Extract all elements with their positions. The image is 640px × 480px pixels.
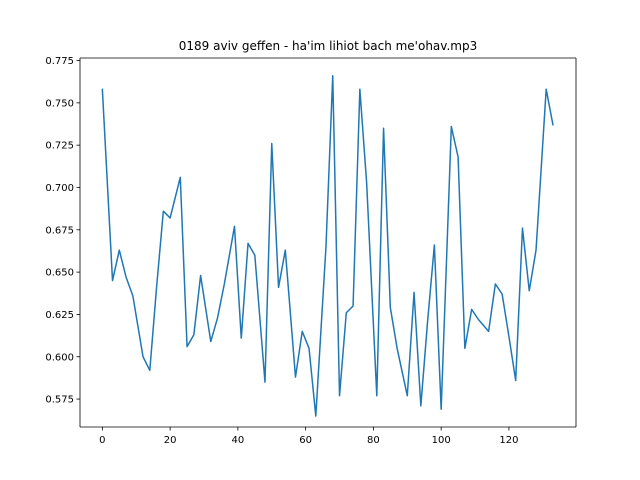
data-point [156, 286, 158, 288]
y-tick-label: 0.650 [45, 268, 74, 279]
data-point [508, 336, 510, 338]
data-point [501, 293, 503, 295]
data-point [494, 283, 496, 285]
data-point [223, 283, 225, 285]
data-point [118, 249, 120, 251]
data-point [352, 305, 354, 307]
data-point [247, 242, 249, 244]
x-tick-label: 0 [99, 435, 105, 446]
x-tick-label: 120 [499, 435, 518, 446]
data-point [112, 280, 114, 282]
data-point [264, 381, 266, 383]
x-axis: 0 20 40 60 80 100 120 [99, 427, 518, 446]
data-point [315, 415, 317, 417]
y-tick-label: 0.600 [45, 352, 74, 363]
y-tick-label: 0.575 [45, 395, 74, 406]
data-point [515, 380, 517, 382]
data-point [440, 408, 442, 410]
chart-title: 0189 aviv geffen - ha'im lihiot bach me'… [179, 39, 477, 53]
data-point [389, 307, 391, 309]
data-point [420, 405, 422, 407]
data-point [125, 276, 127, 278]
data-point [535, 249, 537, 251]
data-point [450, 126, 452, 128]
data-point [301, 330, 303, 332]
data-point [193, 334, 195, 336]
data-point [457, 156, 459, 158]
data-point [162, 210, 164, 212]
y-tick-label: 0.625 [45, 310, 74, 321]
x-tick-label: 40 [232, 435, 245, 446]
x-tick-label: 80 [367, 435, 380, 446]
data-point [132, 295, 134, 297]
data-point [240, 337, 242, 339]
data-point [488, 330, 490, 332]
data-point [101, 88, 103, 90]
data-point [406, 395, 408, 397]
axes-frame [79, 57, 577, 428]
data-point [433, 244, 435, 246]
data-point [427, 320, 429, 322]
data-point [339, 395, 341, 397]
data-point [345, 312, 347, 314]
series-layer [101, 75, 554, 417]
data-point [186, 346, 188, 348]
data-point [366, 182, 368, 184]
y-tick-label: 0.750 [45, 98, 74, 109]
x-tick-label: 20 [164, 435, 177, 446]
data-point [254, 254, 256, 256]
data-point [284, 249, 286, 251]
y-tick-label: 0.675 [45, 225, 74, 236]
data-point [271, 143, 273, 145]
x-tick-label: 60 [299, 435, 312, 446]
data-point [464, 347, 466, 349]
data-point [376, 395, 378, 397]
data-point [522, 227, 524, 229]
data-point [179, 176, 181, 178]
data-point [217, 317, 219, 319]
data-point [295, 376, 297, 378]
data-point [149, 369, 151, 371]
data-point [200, 275, 202, 277]
data-point [528, 290, 530, 292]
y-tick-label: 0.725 [45, 141, 74, 152]
data-point [210, 341, 212, 343]
y-tick-label: 0.700 [45, 183, 74, 194]
series-line [101, 75, 554, 417]
data-point [552, 124, 554, 126]
data-point [332, 75, 334, 77]
data-point [278, 286, 280, 288]
y-tick-label: 0.775 [45, 56, 74, 67]
x-tick-label: 100 [432, 435, 451, 446]
data-point [325, 246, 327, 248]
data-point [359, 88, 361, 90]
data-point [471, 308, 473, 310]
data-point [234, 226, 236, 228]
y-axis: 0.575 0.600 0.625 0.650 0.675 0.700 0.725 0.750… [45, 56, 80, 406]
data-point [478, 319, 480, 321]
data-point [545, 88, 547, 90]
data-point [142, 356, 144, 358]
data-point [308, 347, 310, 349]
data-point [413, 292, 415, 294]
data-point [383, 127, 385, 129]
data-point [169, 217, 171, 219]
data-point [396, 347, 398, 349]
